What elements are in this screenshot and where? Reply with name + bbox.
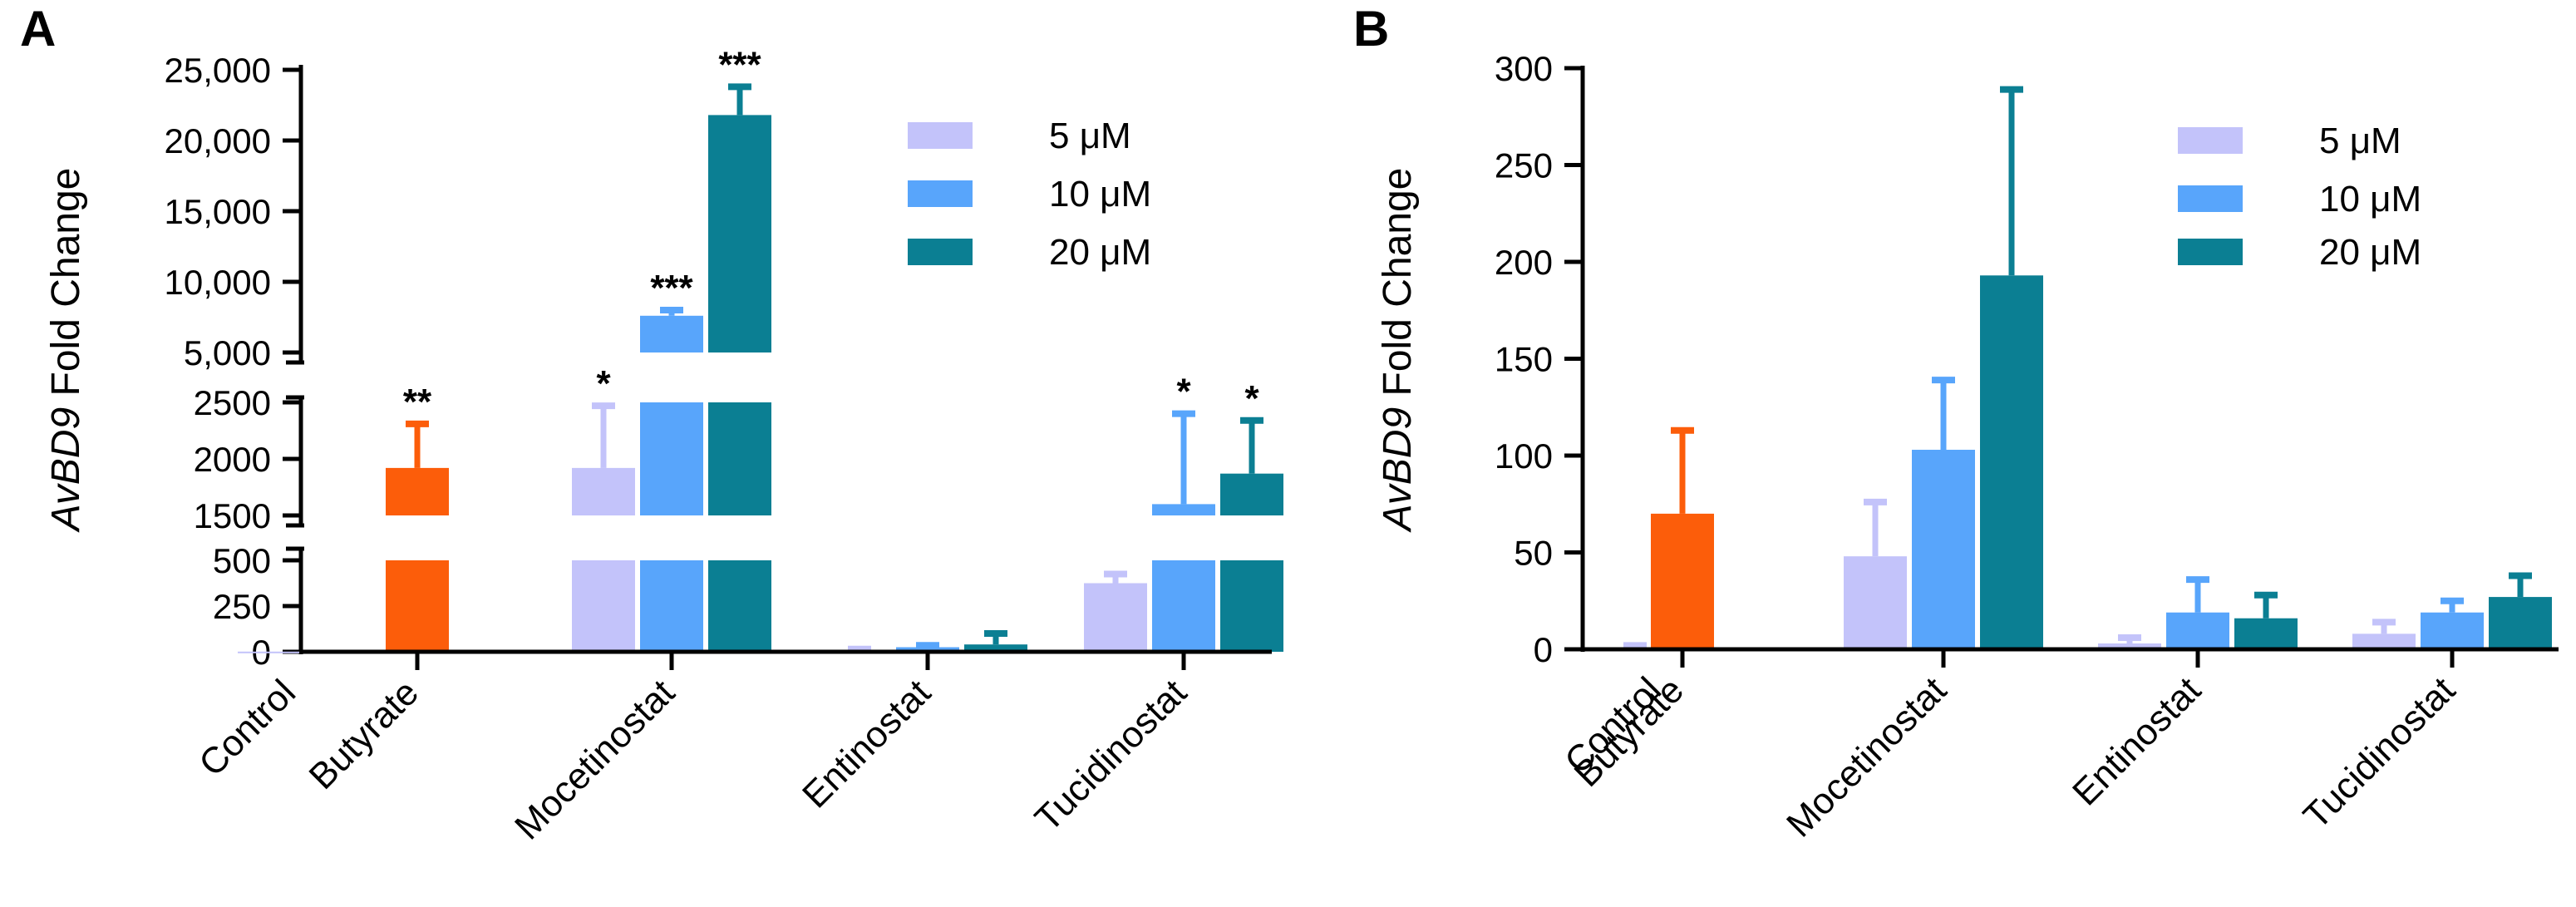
legend-swatch-0 bbox=[2178, 127, 2243, 154]
y-tick-label: 15,000 bbox=[165, 192, 271, 231]
y-axis-label-gene: AvBD9 bbox=[44, 407, 88, 534]
y-axis-label: AvBD9 Fold Change bbox=[1376, 168, 1420, 534]
x-category-label-mocetinostat: Mocetinostat bbox=[1779, 669, 1954, 845]
x-category-label-mocetinostat: Mocetinostat bbox=[507, 672, 682, 847]
y-tick-label: 20,000 bbox=[165, 121, 271, 160]
bar-tucidinostat-5m bbox=[1084, 583, 1147, 652]
significance-mocetinostat-20m: *** bbox=[718, 44, 761, 85]
y-tick-label: 1500 bbox=[194, 496, 271, 535]
y-tick-label: 100 bbox=[1495, 436, 1553, 476]
bar-butyrate bbox=[386, 560, 449, 652]
y-tick-label: 200 bbox=[1495, 243, 1553, 282]
bar-butyrate bbox=[1651, 513, 1714, 649]
y-axis-label-text: Fold Change bbox=[1376, 168, 1420, 407]
bar-tucidinostat-10m bbox=[2421, 612, 2484, 649]
y-axis-label: AvBD9 Fold Change bbox=[44, 168, 88, 534]
bar-mocetinostat-10m bbox=[640, 315, 703, 352]
x-category-label-entinostat: Entinostat bbox=[795, 672, 938, 816]
bar-mocetinostat-5m bbox=[572, 467, 635, 515]
bar-tucidinostat-20m bbox=[1220, 560, 1283, 652]
bar-mocetinostat-20m bbox=[708, 115, 771, 352]
bar-butyrate bbox=[386, 467, 449, 515]
legend-swatch-1 bbox=[2178, 185, 2243, 212]
y-tick-label: 150 bbox=[1495, 340, 1553, 379]
bar-entinostat-5m bbox=[2098, 643, 2161, 649]
significance-tucidinostat-10m: * bbox=[1176, 372, 1191, 412]
y-tick-label: 250 bbox=[213, 587, 271, 626]
legend-label-1: 10 μM bbox=[1049, 174, 1151, 214]
y-axis-label-text: Fold Change bbox=[44, 168, 88, 407]
significance-butyrate: ** bbox=[403, 382, 432, 422]
y-tick-label: 25,000 bbox=[165, 51, 271, 90]
x-category-label-butyrate: Butyrate bbox=[302, 672, 427, 797]
x-category-label-control: Control bbox=[191, 672, 303, 784]
y-tick-label: 50 bbox=[1514, 534, 1553, 573]
legend-swatch-2 bbox=[908, 239, 973, 265]
y-tick-label: 0 bbox=[1534, 630, 1553, 669]
bar-tucidinostat-20m bbox=[2489, 597, 2552, 649]
x-category-label-tucidinostat: Tucidinostat bbox=[2296, 669, 2463, 836]
y-tick-label: 2500 bbox=[194, 383, 271, 422]
bar-entinostat-20m bbox=[2234, 618, 2298, 649]
bar-entinostat-20m bbox=[964, 644, 1027, 652]
x-category-label-entinostat: Entinostat bbox=[2065, 669, 2209, 813]
significance-tucidinostat-20m: * bbox=[1244, 378, 1259, 419]
bar-tucidinostat-10m bbox=[1152, 560, 1215, 652]
bar-mocetinostat-20m bbox=[708, 560, 771, 652]
y-tick-label: 250 bbox=[1495, 146, 1553, 185]
bar-tucidinostat-10m bbox=[1152, 504, 1215, 515]
significance-mocetinostat-5m: * bbox=[596, 363, 611, 404]
bar-mocetinostat-20m bbox=[1980, 275, 2043, 649]
significance-mocetinostat-10m: *** bbox=[650, 268, 693, 308]
bar-mocetinostat-20m bbox=[708, 402, 771, 515]
legend-swatch-2 bbox=[2178, 239, 2243, 265]
legend-label-0: 5 μM bbox=[1049, 116, 1131, 156]
bar-mocetinostat-10m bbox=[640, 560, 703, 652]
bar-entinostat-10m bbox=[2166, 612, 2229, 649]
bar-mocetinostat-10m bbox=[1912, 450, 1975, 649]
legend-label-2: 20 μM bbox=[2319, 232, 2421, 273]
bar-tucidinostat-5m bbox=[2352, 633, 2416, 649]
y-axis-label-gene: AvBD9 bbox=[1376, 407, 1420, 534]
y-tick-label: 5,000 bbox=[184, 333, 271, 372]
x-category-label-tucidinostat: Tucidinostat bbox=[1027, 672, 1194, 839]
legend-label-1: 10 μM bbox=[2319, 179, 2421, 219]
bar-control bbox=[238, 651, 301, 653]
y-tick-label: 300 bbox=[1495, 49, 1553, 88]
bar-mocetinostat-10m bbox=[640, 402, 703, 515]
bar-entinostat-10m bbox=[896, 647, 959, 652]
panel-label: B bbox=[1353, 1, 1389, 57]
y-tick-label: 10,000 bbox=[165, 263, 271, 302]
bar-tucidinostat-20m bbox=[1220, 473, 1283, 515]
legend-swatch-0 bbox=[908, 122, 973, 149]
y-tick-label: 2000 bbox=[194, 440, 271, 479]
bar-mocetinostat-5m bbox=[1844, 556, 1907, 649]
bar-mocetinostat-5m bbox=[572, 560, 635, 652]
legend-label-2: 20 μM bbox=[1049, 232, 1151, 273]
y-tick-label: 500 bbox=[213, 541, 271, 580]
legend-label-0: 5 μM bbox=[2319, 121, 2401, 161]
panel-label: A bbox=[20, 1, 56, 57]
legend-swatch-1 bbox=[908, 180, 973, 207]
